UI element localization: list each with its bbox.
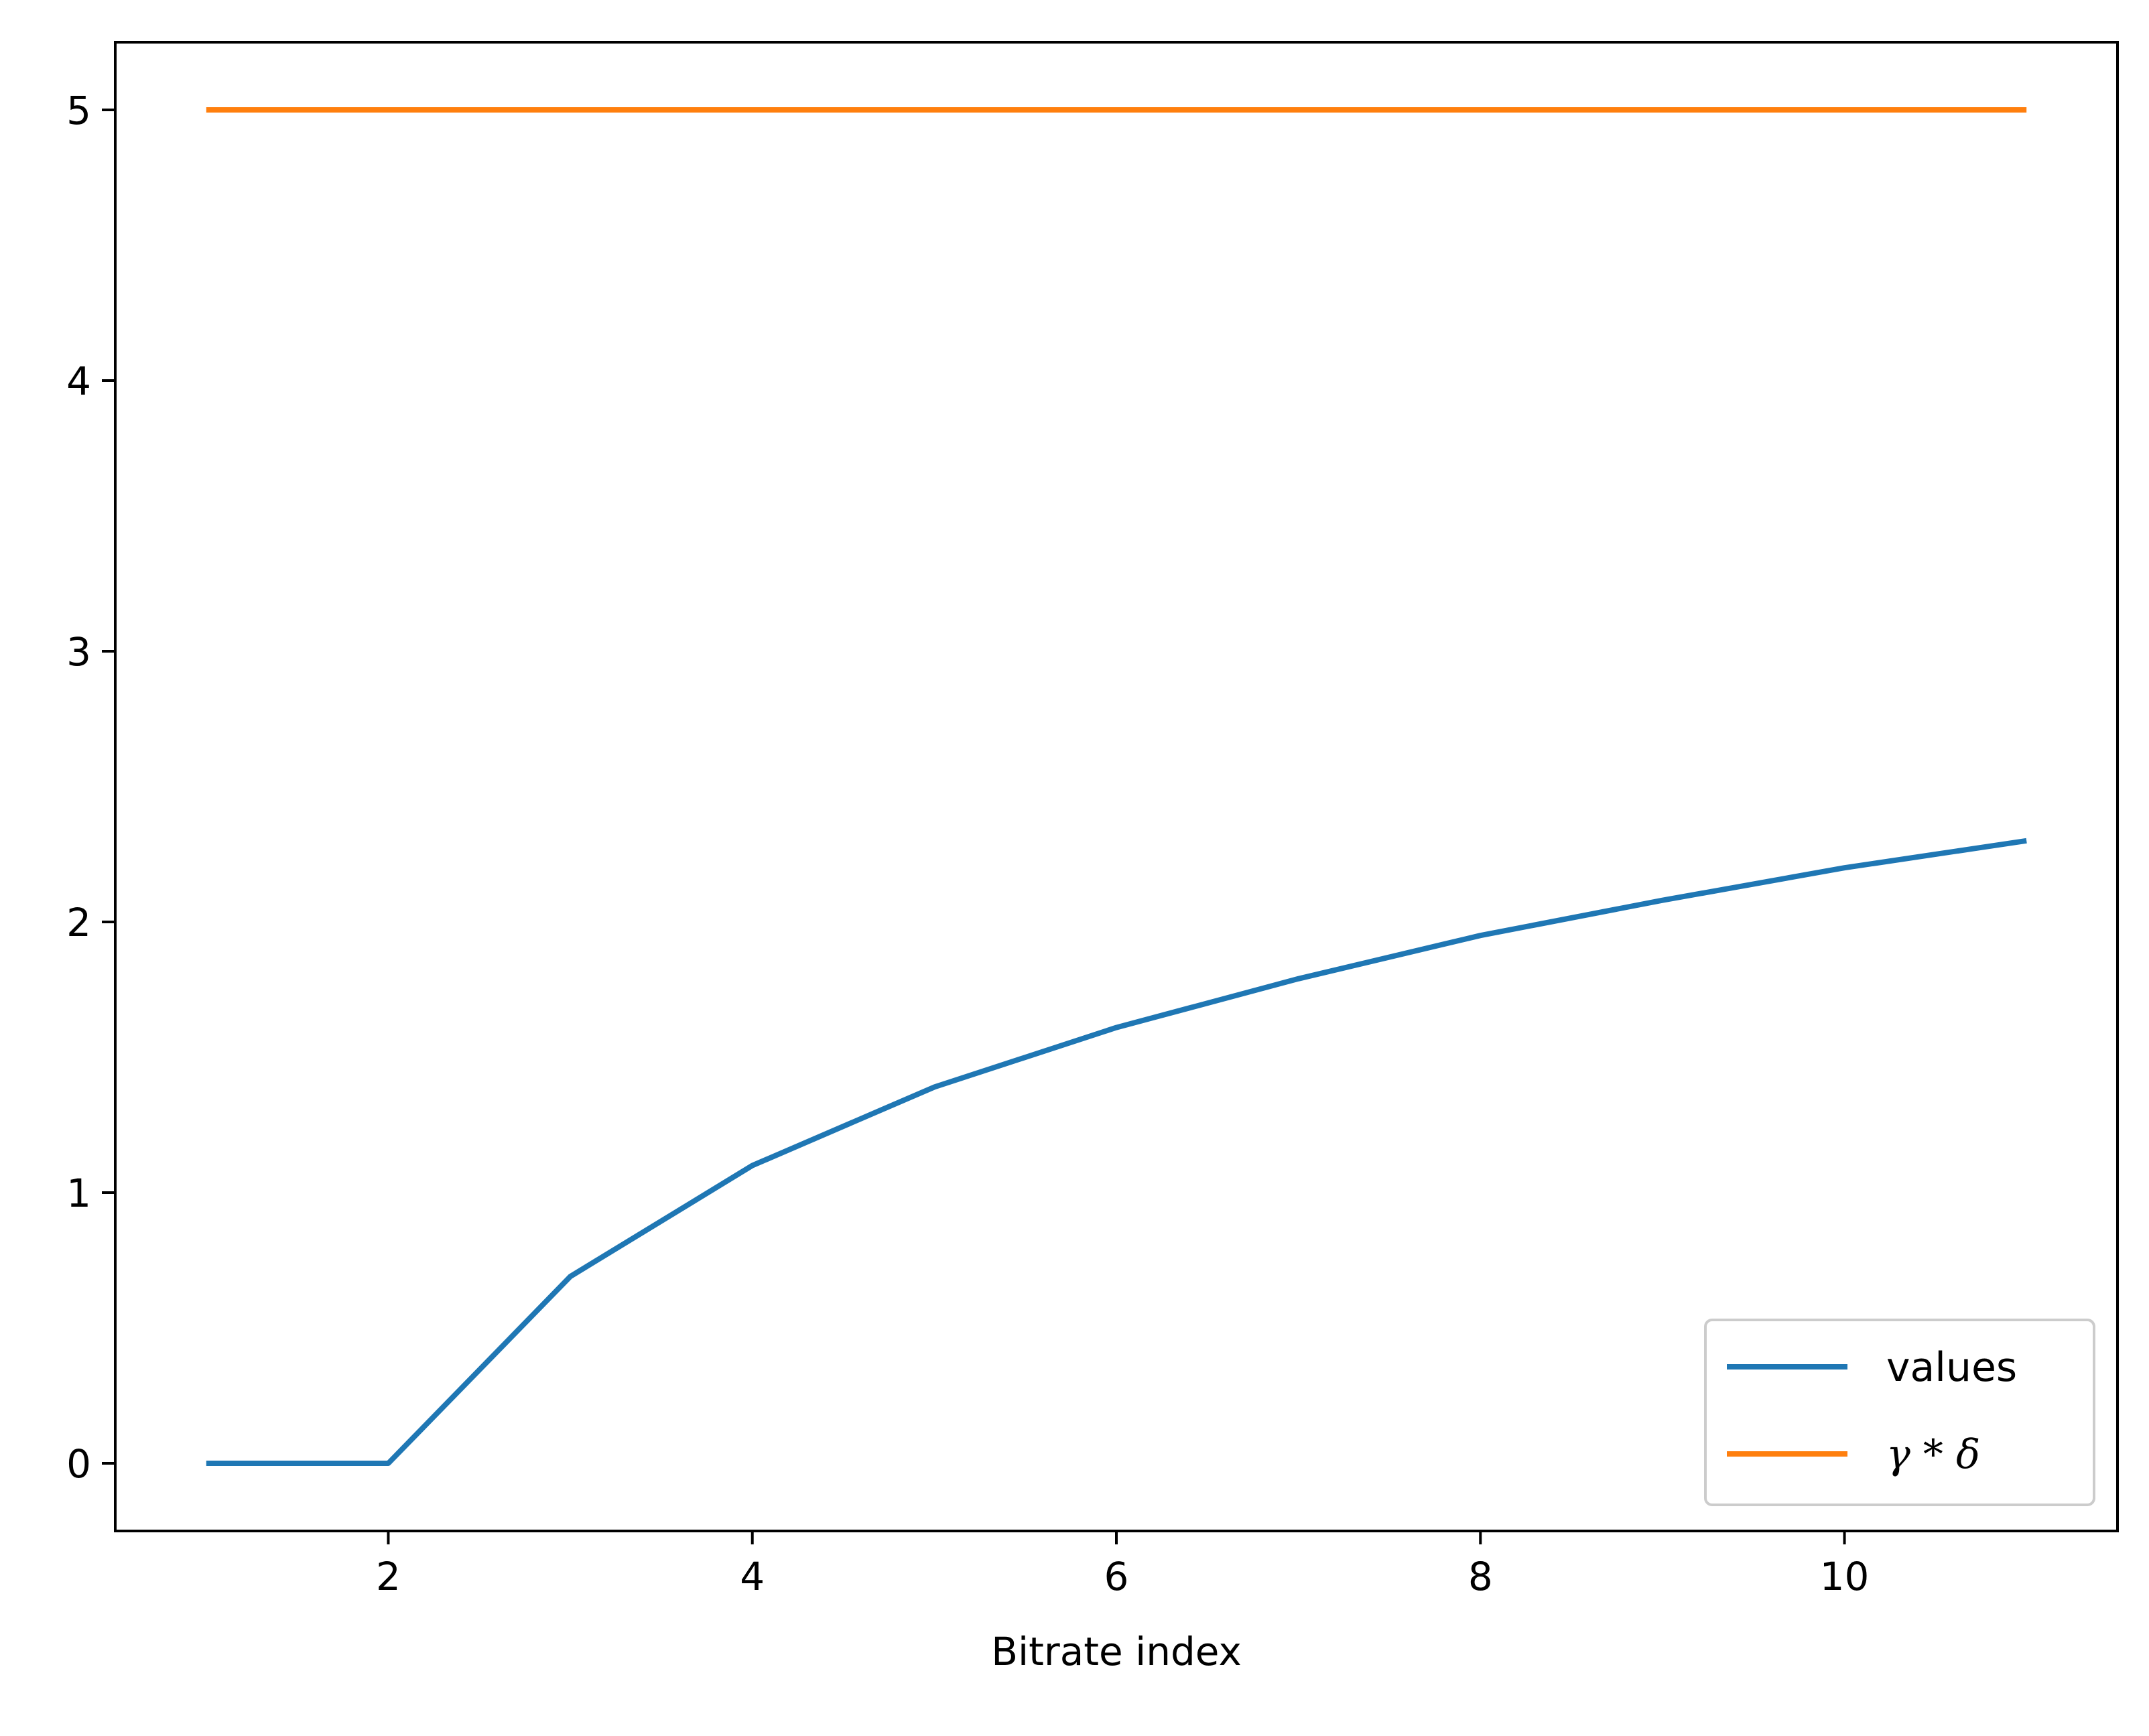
y-tick-label: 3	[66, 629, 91, 675]
legend: values γ * δ	[1704, 1319, 2095, 1506]
y-tick-label: 0	[66, 1441, 91, 1487]
x-tick-label: 10	[1820, 1554, 1870, 1599]
x-tick-label: 6	[1104, 1554, 1129, 1599]
y-axis-ticks: 0 1 2 3 4 5	[66, 88, 115, 1487]
series-line-values	[206, 838, 2027, 1466]
legend-label-values: values	[1886, 1344, 2017, 1391]
x-axis-ticks: 2 4 6 8 10	[376, 1531, 1869, 1599]
x-tick-label: 2	[376, 1554, 401, 1599]
legend-label-gamma-delta: γ * δ	[1886, 1431, 1980, 1478]
plot-lines	[206, 107, 2027, 1466]
y-tick-label: 5	[66, 88, 91, 133]
y-tick-label: 4	[66, 358, 91, 404]
x-tick-label: 4	[740, 1554, 765, 1599]
x-axis-label: Bitrate index	[991, 1629, 1242, 1674]
y-tick-label: 1	[66, 1171, 91, 1216]
y-tick-label: 2	[66, 900, 91, 945]
x-tick-label: 8	[1468, 1554, 1493, 1599]
